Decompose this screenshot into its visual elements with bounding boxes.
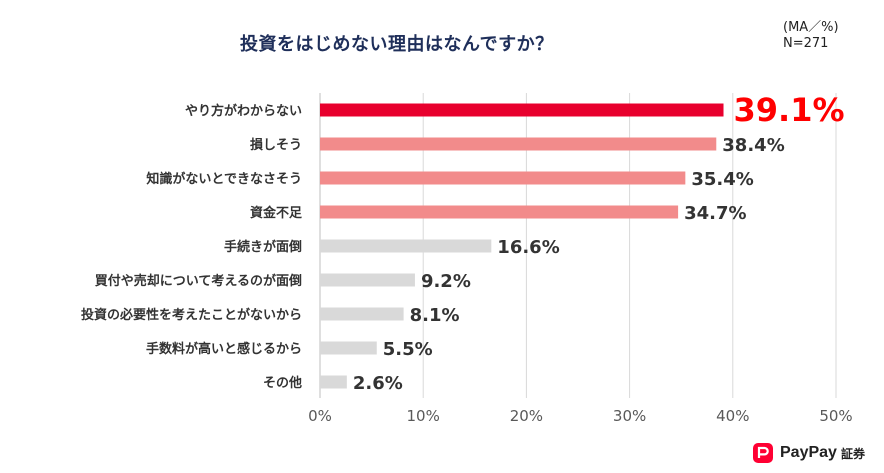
category-label: 買付や売却について考えるのが面倒 xyxy=(95,273,302,289)
category-label: 知識がないとできなさそう xyxy=(146,171,302,187)
note-unit: (MA／%) xyxy=(783,20,839,35)
category-label: その他 xyxy=(263,375,302,391)
category-label: 手続きが面倒 xyxy=(224,239,302,255)
x-tick-label: 0% xyxy=(308,407,332,425)
note-sample-size: N=271 xyxy=(783,36,829,51)
bar xyxy=(320,375,347,389)
bar xyxy=(320,205,679,219)
data-label: 8.1% xyxy=(410,305,460,326)
chart-title: 投資をはじめない理由はなんですか？ xyxy=(240,34,554,55)
sample-note: (MA／%) N=271 xyxy=(783,20,839,52)
x-tick-label: 20% xyxy=(510,407,543,425)
category-label: やり方がわからない xyxy=(185,103,302,119)
data-label: 38.4% xyxy=(722,135,784,156)
data-label: 9.2% xyxy=(421,271,471,292)
x-tick-label: 10% xyxy=(407,407,440,425)
bar xyxy=(320,341,377,355)
paypay-logo-icon xyxy=(753,443,773,463)
x-tick-label: 50% xyxy=(819,407,852,425)
category-label: 手数料が高いと感じるから xyxy=(146,341,302,357)
data-label: 16.6% xyxy=(497,237,559,258)
logo-sub-text: 証券 xyxy=(840,446,865,461)
data-label: 39.1% xyxy=(734,91,845,129)
category-label: 投資の必要性を考えたことがないから xyxy=(81,307,302,323)
x-tick-label: 30% xyxy=(613,407,646,425)
data-label: 34.7% xyxy=(684,203,746,224)
bar xyxy=(320,307,404,321)
data-label: 35.4% xyxy=(691,169,753,190)
category-label: 損しそう xyxy=(250,137,302,153)
bar xyxy=(320,239,492,253)
data-label: 5.5% xyxy=(383,339,433,360)
bar xyxy=(320,273,415,287)
paypay-securities-logo: PayPay 証券 xyxy=(752,441,865,465)
data-label: 2.6% xyxy=(353,373,403,394)
category-label: 資金不足 xyxy=(250,205,303,221)
bar xyxy=(320,171,686,185)
bar xyxy=(320,103,724,117)
logo-brand-text: PayPay xyxy=(780,444,837,461)
x-tick-label: 40% xyxy=(716,407,749,425)
bar xyxy=(320,137,717,151)
